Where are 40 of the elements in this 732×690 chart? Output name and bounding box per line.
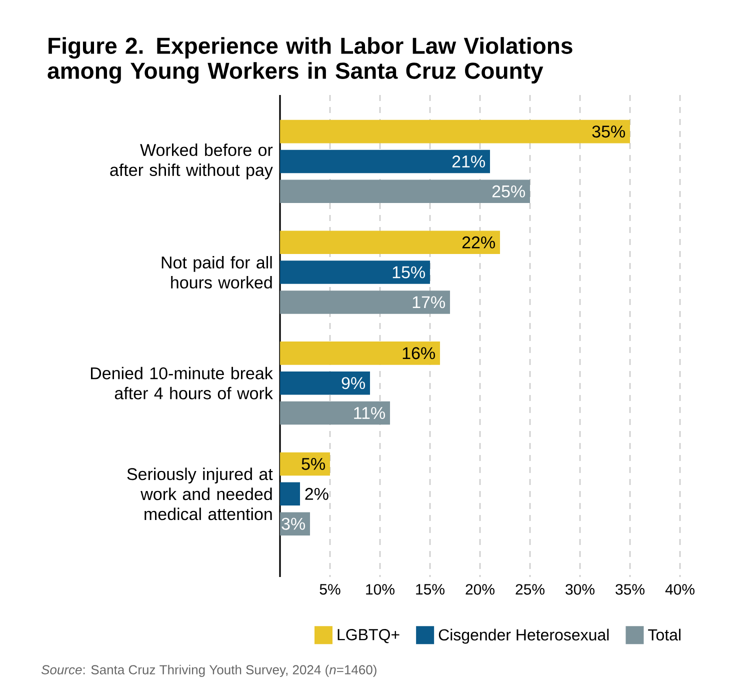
data-label: 16% — [402, 347, 436, 360]
bar — [280, 120, 630, 144]
legend-label: LGBTQ+ — [338, 629, 400, 644]
x-tick-label: 15% — [416, 584, 444, 595]
x-tick-label: 40% — [665, 584, 694, 595]
legend-label: Total — [648, 628, 680, 641]
bar — [280, 371, 370, 395]
y-tick-label: Denied 10-minute break after 4 hours of work — [90, 366, 273, 400]
data-label: 17% — [412, 296, 446, 308]
x-tick-label: 25% — [516, 584, 544, 595]
data-label: 22% — [462, 236, 496, 248]
bar — [280, 452, 330, 476]
x-tick-label: 35% — [616, 584, 644, 595]
legend-label: Cisgender Heterosexual — [438, 628, 609, 644]
bar — [280, 150, 490, 174]
data-label: 3% — [282, 518, 306, 530]
x-tick-label: 10% — [366, 584, 394, 595]
bar — [280, 260, 430, 284]
text: Source: Santa Cruz Thriving Youth Survey, 2024 (n=1460) — [41, 664, 376, 677]
x-tick-label: 5% — [320, 584, 340, 595]
data-label: 35% — [592, 126, 626, 138]
data-label: 9% — [342, 377, 366, 390]
bar — [280, 482, 300, 506]
x-tick-label: 30% — [566, 584, 594, 595]
data-label: 11% — [354, 407, 386, 419]
data-label: 15% — [392, 266, 426, 278]
y-tick-label: Seriously injured at work and needed medical attention — [127, 468, 273, 520]
data-label: 5% — [302, 458, 326, 470]
bar — [280, 180, 530, 204]
bar — [280, 401, 390, 425]
bar — [280, 342, 440, 365]
bar — [280, 290, 450, 314]
y-tick-label: Worked before or after shift without pay — [110, 144, 273, 180]
bar — [280, 230, 500, 254]
y-tick-label: Not paid for all hours worked — [162, 256, 272, 289]
x-tick-label: 20% — [466, 584, 494, 595]
data-label: 2% — [305, 488, 328, 500]
data-label: 21% — [452, 156, 486, 168]
chart-title: Figure 2. Experience with Labor Law Violations among Young Workers in Santa Cruz County — [48, 37, 572, 84]
data-label: 25% — [492, 185, 526, 198]
